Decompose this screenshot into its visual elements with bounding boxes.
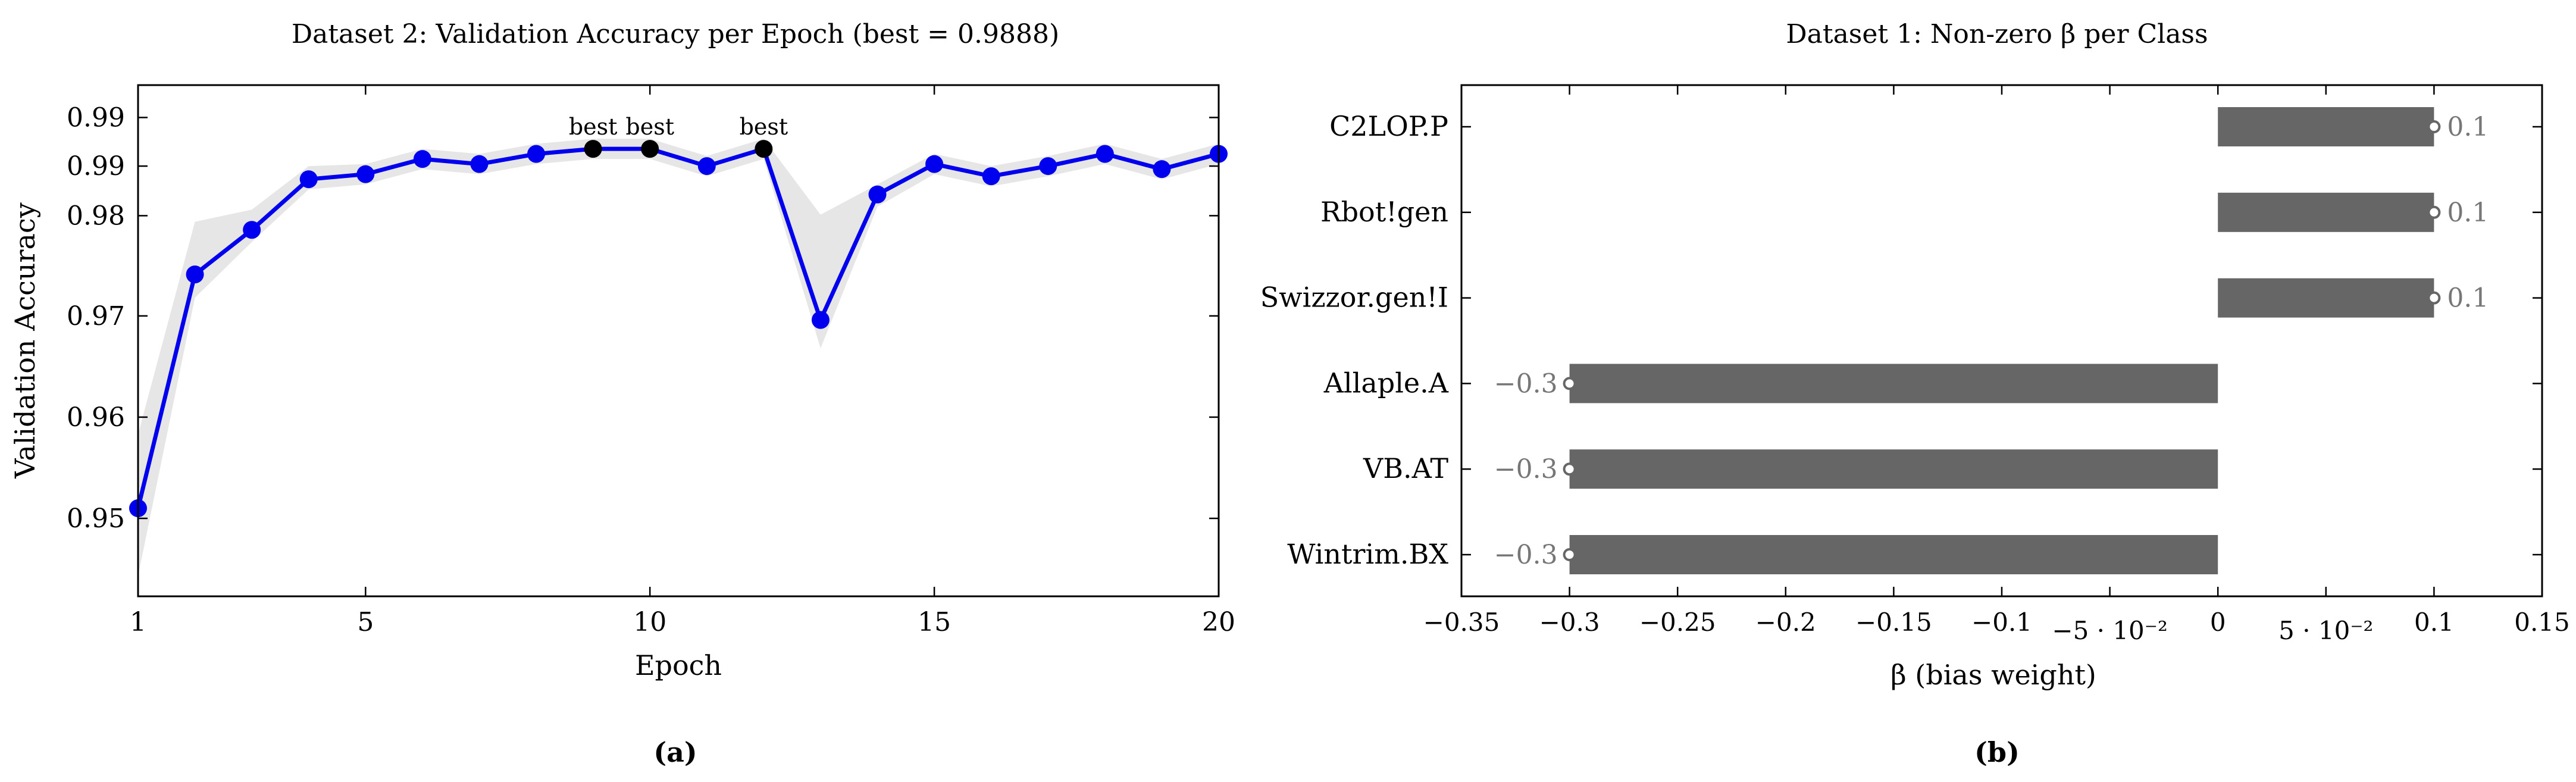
chart-a-data-point [1039,157,1057,176]
chart-a-ytick-label: 0.97 [67,301,125,331]
chart-a-band-area [138,139,1219,576]
chart-b-bar [2218,192,2434,232]
chart-b-bar-endpoint [2427,205,2441,219]
chart-a-xtick-label: 10 [633,607,666,637]
chart-b-category-label: VB.AT [1363,452,1448,484]
chart-b-y-axis: C2LOP.P Rbot!gen Swizzor.gen!I Allaple.A VB.… [1260,110,2542,570]
chart-b-value-label: −0.3 [1494,540,1558,570]
chart-b-bar [2218,107,2434,146]
chart-a-ytick-label: 0.95 [67,503,125,534]
chart-b-title-part: Dataset 1: Non-zero β per Class [1786,19,2208,49]
chart-b-xtick-label: −0.3 [1539,608,1600,637]
chart-b-value-label: −0.3 [1494,454,1558,484]
chart-a-data-point [356,165,375,183]
chart-a-y-axis: 0.95 0.96 0.97 0.98 0.99 0.99 [67,102,1219,534]
chart-b-bar-endpoint [2427,291,2441,305]
chart-a-xtick-label: 5 [357,607,374,637]
chart-a-x-axis: 1 5 10 15 20 [130,85,1235,637]
chart-b-xtick-label: 5 · 10⁻² [2278,616,2373,645]
chart-b-xtick-label: −0.2 [1755,608,1816,637]
chart-a-data-point [243,221,261,239]
chart-a-data-point [413,150,431,168]
chart-b-value-label: 0.1 [2447,112,2489,142]
chart-b-bar [1569,364,2218,403]
chart-b-bar [2218,278,2434,318]
chart-b-bar-endpoint [2427,120,2441,133]
chart-a-data-point [186,265,204,284]
chart-b-xtick-label: 0 [2210,608,2226,637]
chart-a-plot-frame [137,84,1220,598]
chart-a-title: Dataset 2: Validation Accuracy per Epoch… [292,19,1059,49]
chart-a-data-point [470,155,489,173]
chart-b-xlabel: β (bias weight) [1890,659,2096,691]
chart-b-value-label: −0.3 [1494,368,1558,399]
chart-a-xtick-label: 15 [918,607,951,637]
chart-a-series-line [136,146,1219,509]
chart-a-xtick-label: 20 [1202,607,1235,637]
chart-a-ytick-label: 0.99 [67,102,125,133]
chart-a-data-point [527,145,546,163]
chart-b-bar [1569,449,2218,489]
chart-b-category-label: Allaple.A [1323,367,1449,399]
chart-b-xtick-label: −0.25 [1639,608,1716,637]
chart-b-category-label: Swizzor.gen!I [1260,281,1448,314]
chart-a-data-point [1153,160,1171,179]
chart-a-xtick-label: 1 [130,607,146,637]
chart-b-bar-endpoint [1563,548,1576,561]
chart-a-points [129,140,1228,518]
chart-b-plot-frame [1460,84,2543,598]
chart-a-annotation: best [740,114,788,140]
chart-a-data-point [299,170,318,189]
chart-b-category-label: Wintrim.BX [1287,538,1448,570]
chart-b-xtick-label: −5 · 10⁻² [2052,616,2167,645]
chart-a-data-point [925,155,944,173]
chart-b-xtick-label: 0.1 [2414,608,2454,637]
chart-a-data-point [811,311,830,329]
chart-b-category-label: Rbot!gen [1320,196,1448,228]
chart-a-data-point [868,185,887,204]
chart-a-uncertainty-band [138,139,1219,576]
chart-a-ylabel: Validation Accuracy [9,202,41,478]
chart-a-data-point [697,157,716,176]
chart-b-value-label: 0.1 [2447,198,2489,228]
chart-a-best-point [584,140,602,158]
chart-a-xlabel: Epoch [635,649,722,681]
chart-a-panel-label: (a) [653,736,697,768]
chart-b-bar-endpoint [1563,377,1576,390]
chart-b-title: Dataset 1: Non-zero β per Class [1786,19,2208,49]
chart-b-xtick-label: −0.1 [1971,608,2032,637]
chart-b-xtick-label: 0.15 [2514,608,2570,637]
chart-a-data-point [982,167,1000,186]
chart-a-annotation: best [569,114,618,140]
chart-b-xtick-label: −0.35 [1423,608,1500,637]
chart-b-category-label: C2LOP.P [1329,110,1448,142]
chart-b-panel-label: (b) [1974,736,2020,768]
chart-b-bar [1569,535,2218,574]
chart-b-bar-endpoint [1563,462,1576,476]
chart-a-data-point [1095,145,1114,163]
chart-a: Dataset 2: Validation Accuracy per Epoch… [9,19,1235,768]
chart-a-ytick-label: 0.99 [67,151,125,182]
chart-b-value-label: 0.1 [2447,283,2489,314]
chart-b-bars: 0.1 0.1 0.1 −0.3 −0.3 −0.3 [1494,107,2489,574]
chart-a-best-point [641,140,659,158]
chart-a-series [136,146,1219,509]
chart-a-annotation: best [625,114,674,140]
chart-b-xtick-label: −0.15 [1855,608,1932,637]
chart-b-x-axis: −0.35 −0.3 −0.25 −0.2 −0.15 −0.1 −5 · 10⁻² 0 5 ·… [1423,85,2570,645]
chart-a-annotations: best best best [569,114,788,140]
chart-b: Dataset 1: Non-zero β per Class 0.10.10.… [1260,19,2570,768]
chart-a-ytick-label: 0.96 [67,402,125,433]
chart-a-ytick-label: 0.98 [67,201,125,231]
chart-a-best-point [755,140,773,158]
